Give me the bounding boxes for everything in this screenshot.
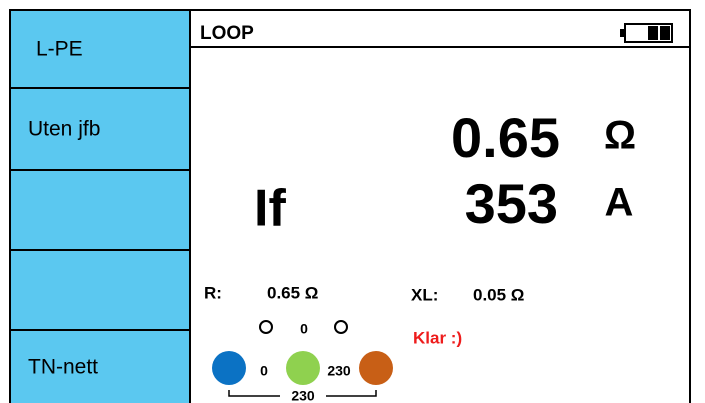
battery-icon [620, 23, 673, 43]
secondary-value: 353 [465, 172, 558, 235]
voltage-right: 230 [327, 363, 351, 379]
button[interactable] [9, 329, 191, 403]
button[interactable] [9, 87, 191, 171]
voltage-top: 0 [300, 321, 308, 337]
button-label: Uten jfb [28, 118, 100, 141]
battery-tip [620, 29, 625, 37]
r-label: R: [204, 283, 222, 302]
main-value: 0.65 [451, 106, 560, 169]
sidebar: L-PE Uten jfb TN-nett [9, 9, 191, 403]
header-title: LOOP [200, 23, 254, 44]
button[interactable] [9, 169, 191, 251]
probe-green [286, 351, 320, 385]
button[interactable] [9, 9, 191, 89]
secondary-unit: A [605, 181, 634, 225]
button[interactable] [9, 249, 191, 331]
xl-label: XL: [411, 285, 438, 304]
battery-cell [660, 26, 670, 40]
probe-blue [212, 351, 246, 385]
secondary-label: If [254, 180, 286, 238]
terminal [259, 320, 273, 334]
r-value: 0.65 Ω [267, 283, 318, 302]
terminal [334, 320, 348, 334]
voltage-left: 0 [260, 363, 268, 379]
xl-value: 0.05 Ω [473, 285, 524, 304]
button-label: TN-nett [28, 356, 98, 379]
probe-orange [359, 351, 393, 385]
main-unit: Ω [604, 114, 636, 158]
voltage-bottom: 230 [291, 388, 315, 403]
button-label: L-PE [36, 38, 83, 61]
status: Klar :) [413, 328, 462, 347]
bracket [228, 390, 377, 397]
battery-cell [648, 26, 658, 40]
